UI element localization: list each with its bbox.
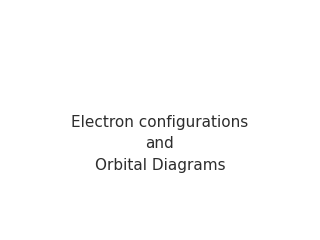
Text: Orbital Diagrams: Orbital Diagrams — [95, 158, 225, 173]
Text: and: and — [146, 137, 174, 151]
Text: Electron configurations: Electron configurations — [71, 115, 249, 130]
